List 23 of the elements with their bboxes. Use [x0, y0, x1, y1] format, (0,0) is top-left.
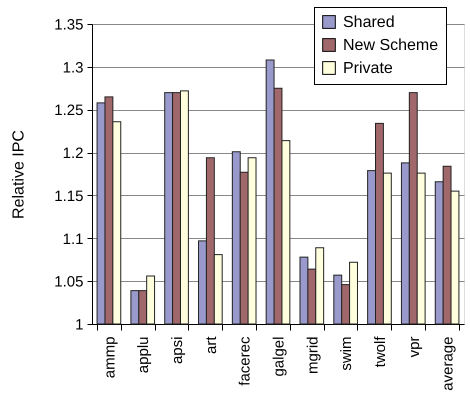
y-tick-label: 1.15 — [54, 188, 84, 205]
legend-label: Private — [343, 60, 393, 77]
y-tick-label: 1.2 — [62, 145, 84, 162]
x-tick-label: facerec — [236, 336, 254, 386]
x-tick-label: galgel — [270, 336, 288, 377]
x-tick-label: vpr — [406, 336, 423, 358]
y-tick-label: 1 — [75, 316, 84, 334]
x-tick-label: art — [202, 336, 220, 354]
legend-label: Shared — [343, 14, 395, 31]
y-tick-label: 1.1 — [62, 230, 84, 248]
legend-label: New Scheme — [343, 37, 438, 54]
y-tick-label: 1.35 — [54, 16, 84, 34]
x-tick-label: swim — [338, 336, 356, 371]
x-tick-label: apsi — [169, 336, 186, 364]
x-tick-label: average — [440, 336, 457, 391]
x-tick-label: ammp — [101, 336, 118, 378]
y-axis-title: Relative IPC — [10, 130, 28, 219]
x-tick-label: twolf — [372, 336, 389, 368]
y-tick-label: 1.05 — [54, 274, 84, 291]
y-tick-label: 1.3 — [62, 59, 84, 76]
x-tick-label: mgrid — [304, 336, 322, 374]
y-tick-label: 1.25 — [54, 102, 84, 120]
x-tick-label: applu — [135, 336, 152, 374]
